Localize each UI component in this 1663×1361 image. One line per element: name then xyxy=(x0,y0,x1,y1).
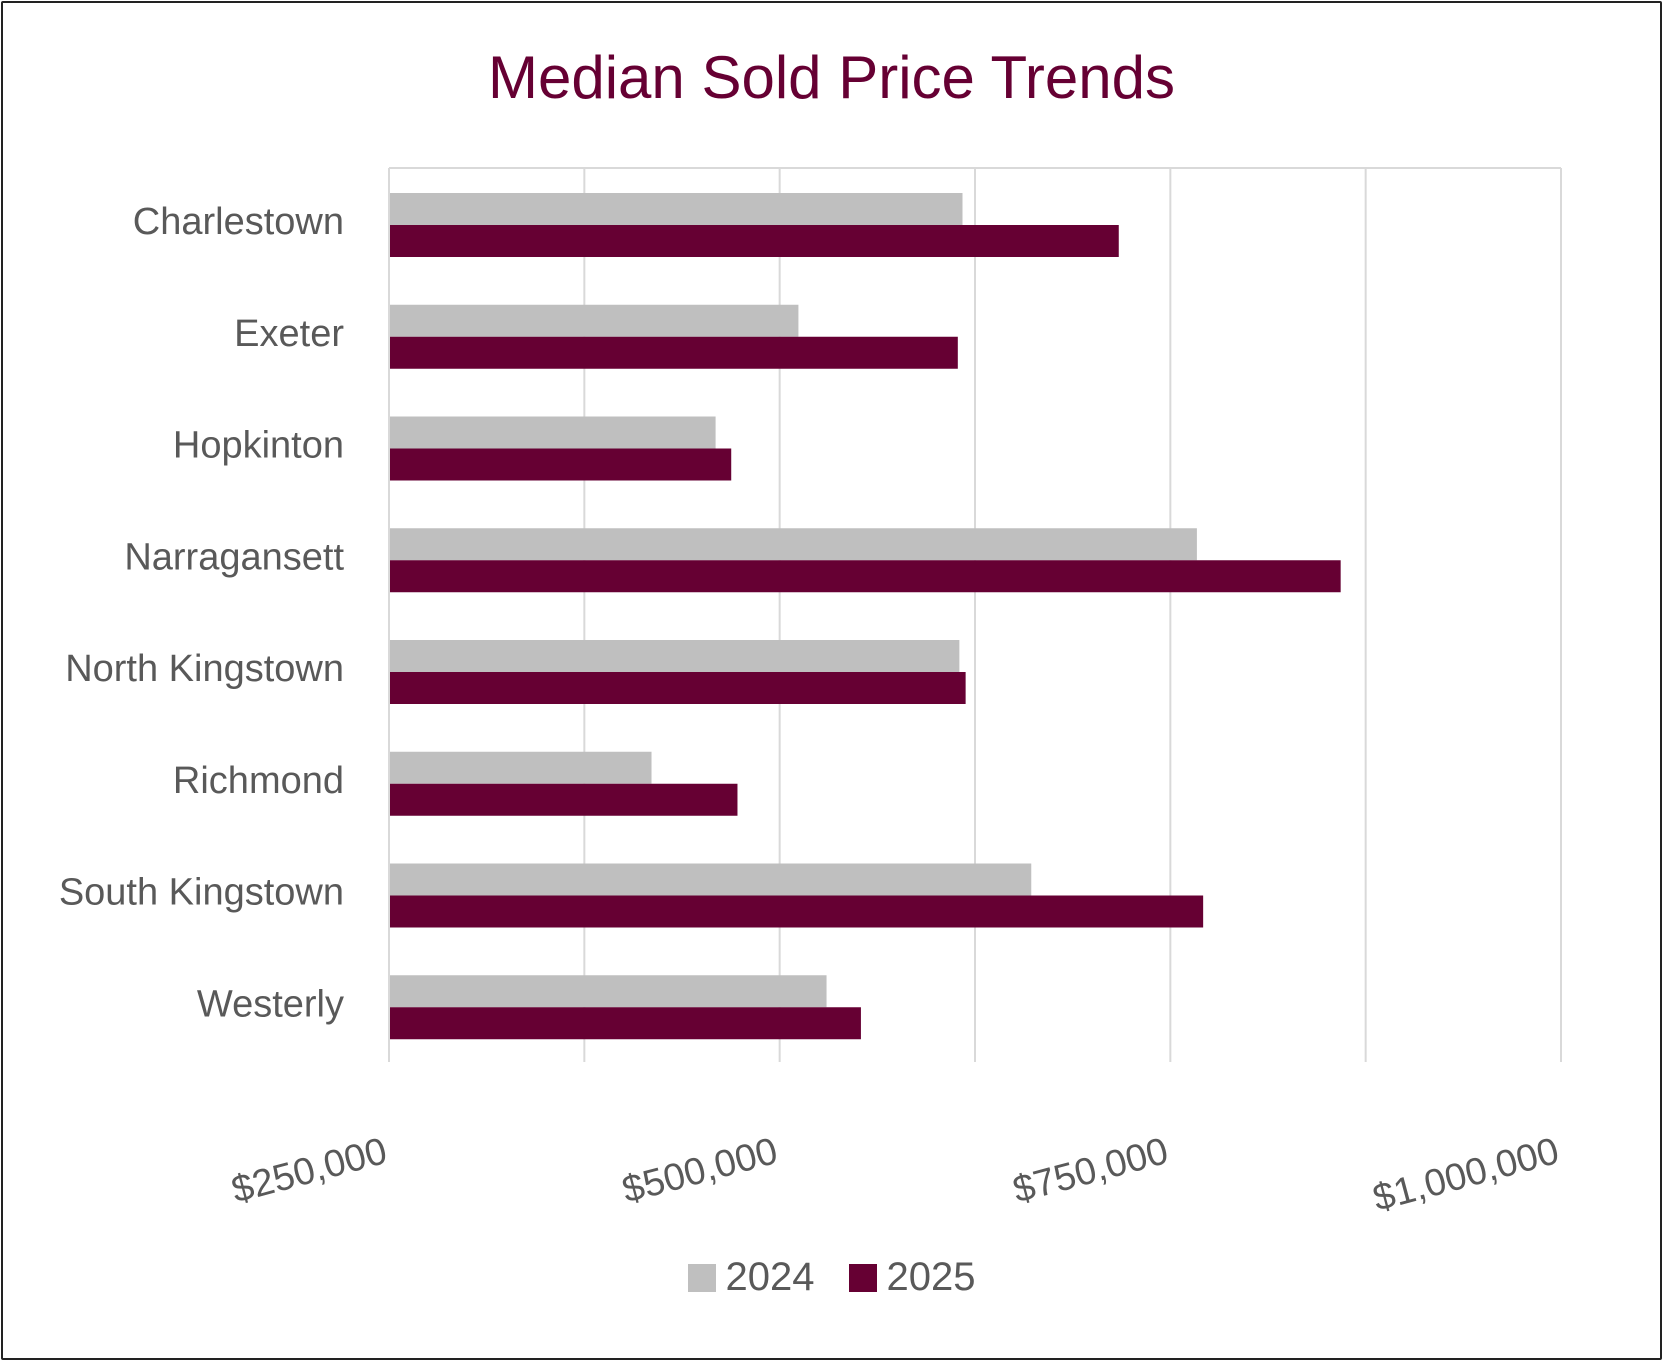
bar-2025-south-kingstown xyxy=(389,895,1204,928)
category-label-hopkinton: Hopkinton xyxy=(173,425,344,467)
category-label-south-kingstown: South Kingstown xyxy=(59,872,344,914)
bar-2024-richmond xyxy=(389,751,652,784)
legend-label-2025: 2025 xyxy=(886,1255,976,1299)
legend-swatch-2025 xyxy=(848,1263,877,1292)
bar-2024-narragansett xyxy=(389,528,1197,561)
legend-item-2025: 2025 xyxy=(848,1255,976,1300)
bar-2025-exeter xyxy=(389,336,958,369)
bar-2024-westerly xyxy=(389,975,827,1008)
bar-2025-charlestown xyxy=(389,225,1119,257)
category-label-richmond: Richmond xyxy=(173,760,344,802)
legend-label-2024: 2024 xyxy=(725,1255,815,1299)
category-label-narragansett: Narragansett xyxy=(124,536,344,578)
category-label-charlestown: Charlestown xyxy=(133,201,344,243)
x-tick-label-1: $500,000 xyxy=(618,1130,782,1212)
bar-2025-narragansett xyxy=(389,560,1341,593)
bar-2025-north-kingstown xyxy=(389,672,966,704)
bar-2025-richmond xyxy=(389,783,738,816)
category-label-north-kingstown: North Kingstown xyxy=(65,648,344,690)
bar-2024-north-kingstown xyxy=(389,640,960,672)
chart-legend: 2024 2025 xyxy=(0,1255,1663,1300)
bar-2025-westerly xyxy=(389,1007,861,1040)
legend-swatch-2024 xyxy=(687,1263,716,1292)
category-label-exeter: Exeter xyxy=(234,313,344,355)
legend-item-2024: 2024 xyxy=(687,1255,815,1300)
x-tick-label-3: $1,000,000 xyxy=(1369,1130,1564,1220)
x-tick-label-2: $750,000 xyxy=(1009,1130,1173,1212)
chart-title: Median Sold Price Trends xyxy=(487,44,1175,111)
bar-2024-south-kingstown xyxy=(389,863,1032,896)
bar-2025-hopkinton xyxy=(389,448,732,481)
bar-2024-exeter xyxy=(389,304,799,337)
x-tick-label-0: $250,000 xyxy=(227,1130,391,1212)
bar-2024-hopkinton xyxy=(389,416,716,449)
bar-2024-charlestown xyxy=(389,193,963,225)
category-label-westerly: Westerly xyxy=(197,983,344,1025)
